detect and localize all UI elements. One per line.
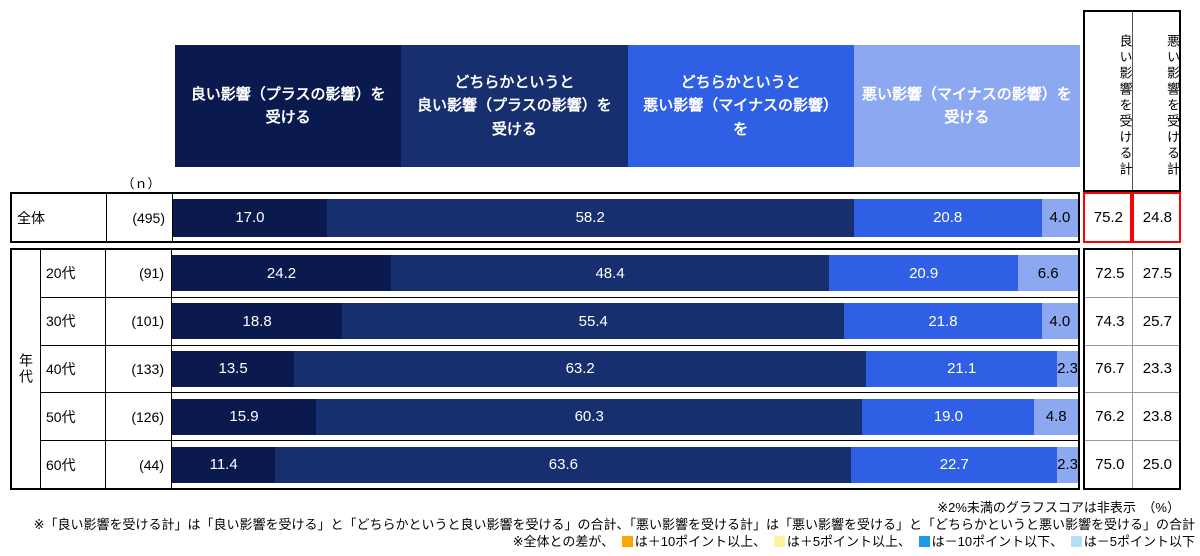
bar-segment: 21.1 <box>866 350 1058 387</box>
totals-header: 良い影響を受ける計 悪い影響を受ける計 <box>1083 10 1181 192</box>
table-row-20s: 20代 (91) 24.2 48.4 20.9 6.6 <box>41 250 1078 297</box>
group-label-age: 年代 <box>12 250 41 488</box>
good-total-header: 良い影響を受ける計 <box>1085 12 1133 190</box>
totals-row-20s: 72.5 27.5 <box>1085 250 1179 297</box>
bar-segment: 55.4 <box>342 303 845 340</box>
bad-total: 23.3 <box>1142 360 1172 378</box>
table-row-40s: 40代 (133) 13.5 63.2 21.1 2.3 <box>41 344 1078 393</box>
bar-segment: 60.3 <box>316 398 863 435</box>
diff-legend-item: は－10ポイント以下、 <box>931 534 1064 549</box>
good-total: 72.5 <box>1085 250 1133 297</box>
row-n-overall: (495) <box>107 194 173 241</box>
bar-segment: 63.2 <box>294 350 867 387</box>
bar-20s: 24.2 48.4 20.9 6.6 <box>172 250 1078 297</box>
footnote-total-definition: ※「良い影響を受ける計」は「良い影響を受ける」と「どちらかというと良い影響を受け… <box>33 517 1195 532</box>
diff-legend-item: は＋10ポイント以上、 <box>634 534 767 549</box>
totals-row-40s: 76.7 23.3 <box>1085 344 1179 393</box>
bad-total-overall: 24.8 <box>1132 192 1181 243</box>
bar-segment: 11.4 <box>172 446 276 483</box>
totals-row-60s: 75.0 25.0 <box>1085 440 1179 488</box>
good-total: 76.7 <box>1085 345 1133 393</box>
bar-segment: 58.2 <box>326 198 854 237</box>
good-total: 74.3 <box>1085 297 1133 345</box>
bar-segment: 13.5 <box>172 350 295 387</box>
bar-overall: 17.0 58.2 20.8 4.0 <box>173 194 1078 241</box>
plus5-square-icon <box>773 536 785 547</box>
bar-segment: 20.8 <box>853 198 1042 237</box>
row-label: 20代 <box>41 250 106 297</box>
bar-50s: 15.9 60.3 19.0 4.8 <box>172 393 1078 440</box>
table-row-50s: 50代 (126) 15.9 60.3 19.0 4.8 <box>41 392 1078 441</box>
table-row-30s: 30代 (101) 18.8 55.4 21.8 4.0 <box>41 296 1078 345</box>
good-total: 75.0 <box>1085 441 1133 488</box>
diff-legend-item: は－5ポイント以下 <box>1083 534 1195 549</box>
legend-somewhat-good: どちらかというと 良い影響（プラスの影響）を 受ける <box>401 45 628 167</box>
bar-segment: 4.0 <box>1041 198 1078 237</box>
age-group-section: 年代 20代 (91) 24.2 48.4 20.9 6.6 30代 (101) <box>10 248 1080 490</box>
good-total: 76.2 <box>1085 393 1133 441</box>
bar-segment: 18.8 <box>172 303 343 340</box>
bar-30s: 18.8 55.4 21.8 4.0 <box>172 298 1078 345</box>
legend-somewhat-bad: どちらかというと 悪い影響（マイナスの影響） を <box>627 45 854 167</box>
n-column-header: （ｎ） <box>121 176 161 191</box>
row-label: 40代 <box>41 345 106 393</box>
totals-overall-row: 75.2 24.8 <box>1083 192 1181 243</box>
bar-segment: 20.9 <box>829 255 1019 292</box>
diff-legend-prefix: ※全体との差が、 <box>512 534 615 549</box>
bad-total: 25.7 <box>1142 312 1172 330</box>
diff-legend-item: は＋5ポイント以上、 <box>786 534 912 549</box>
table-row-60s: 60代 (44) 11.4 63.6 22.7 2.3 <box>41 440 1078 488</box>
row-n: (101) <box>106 297 172 345</box>
bar-segment: 63.6 <box>275 446 852 483</box>
legend-good: 良い影響（プラスの影響）を 受ける <box>175 45 402 167</box>
bar-segment: 4.8 <box>1034 398 1078 435</box>
bar-segment: 2.3 <box>1057 350 1078 387</box>
bar-segment: 6.6 <box>1018 255 1078 292</box>
row-n: (126) <box>106 393 172 441</box>
bar-segment: 19.0 <box>862 398 1035 435</box>
bar-60s: 11.4 63.6 22.7 2.3 <box>172 441 1078 488</box>
row-label: 50代 <box>41 393 106 441</box>
bar-segment: 48.4 <box>391 255 830 292</box>
bad-total-header: 悪い影響を受ける計 <box>1165 33 1180 178</box>
minus5-square-icon <box>1070 536 1082 547</box>
bad-total: 27.5 <box>1142 264 1172 282</box>
bad-total: 25.0 <box>1142 456 1172 474</box>
bar-segment: 2.3 <box>1057 446 1078 483</box>
bar-segment: 17.0 <box>173 198 327 237</box>
row-n: (44) <box>106 441 172 488</box>
footnote-diff-legend: ※全体との差が、 は＋10ポイント以上、 は＋5ポイント以上、 は－10ポイント… <box>5 531 1195 550</box>
bad-total: 23.8 <box>1142 408 1172 426</box>
good-total-overall: 75.2 <box>1083 192 1132 243</box>
legend-header-row: 良い影響（プラスの影響）を 受ける どちらかというと 良い影響（プラスの影響）を… <box>175 45 1080 167</box>
bar-segment: 15.9 <box>172 398 317 435</box>
row-label: 30代 <box>41 297 106 345</box>
footnote-display-rule: ※2%未満のグラフスコアは非表示 （%） <box>937 500 1180 515</box>
totals-age-table: 72.5 27.5 74.3 25.7 76.7 23.3 76.2 23.8 … <box>1083 248 1181 490</box>
totals-row-50s: 76.2 23.8 <box>1085 392 1179 441</box>
row-n: (133) <box>106 345 172 393</box>
legend-bad: 悪い影響（マイナスの影響）を 受ける <box>853 45 1080 167</box>
plus10-square-icon <box>621 536 633 547</box>
totals-row-30s: 74.3 25.7 <box>1085 296 1179 345</box>
bar-segment: 4.0 <box>1041 303 1078 340</box>
bar-segment: 21.8 <box>844 303 1042 340</box>
row-n: (91) <box>106 250 172 297</box>
overall-row: 全体 (495) 17.0 58.2 20.8 4.0 <box>10 192 1080 243</box>
row-label-overall: 全体 <box>12 194 107 241</box>
bar-40s: 13.5 63.2 21.1 2.3 <box>172 346 1078 393</box>
bar-segment: 24.2 <box>172 255 392 292</box>
bar-segment: 22.7 <box>851 446 1058 483</box>
minus10-square-icon <box>918 536 930 547</box>
row-label: 60代 <box>41 441 106 488</box>
